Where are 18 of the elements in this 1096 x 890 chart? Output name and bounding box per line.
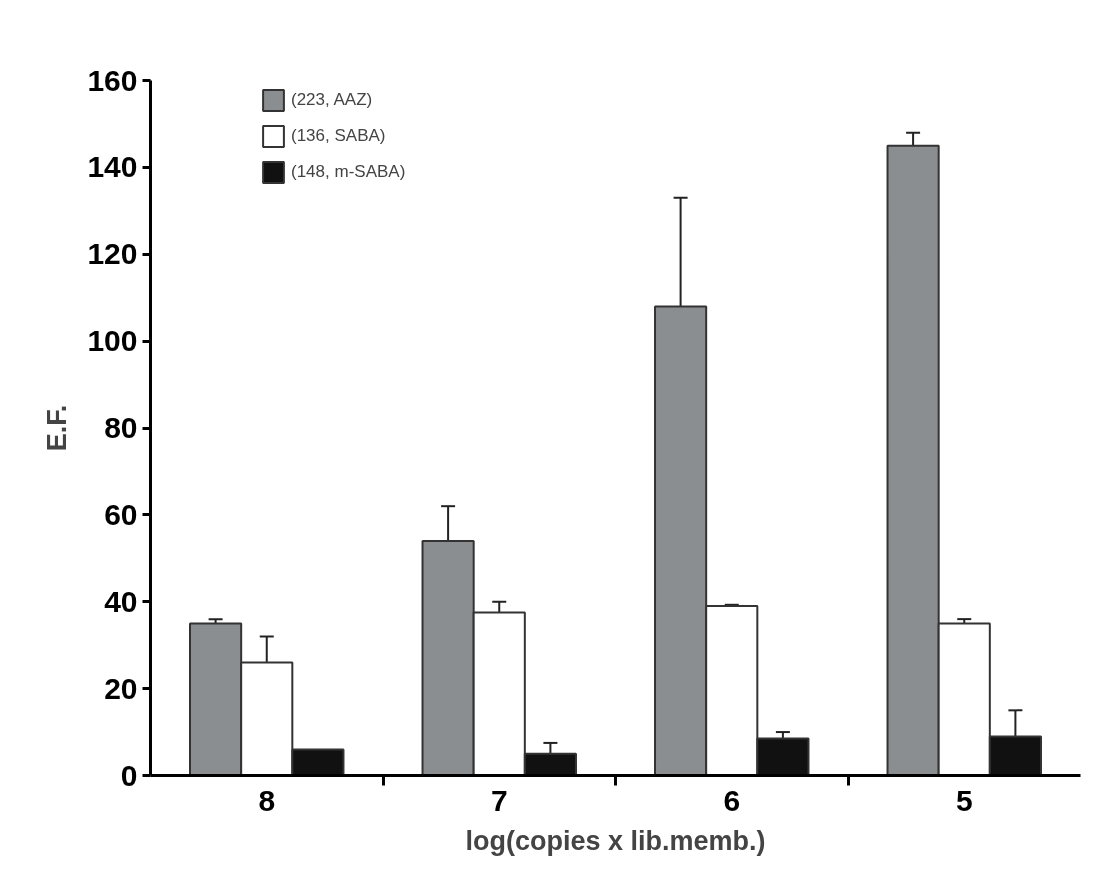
x-tick-label: 6 [723, 783, 741, 817]
legend-label: (136, SABA) [291, 126, 386, 146]
y-tick-label: 160 [87, 63, 138, 97]
y-tick-label: 60 [104, 497, 138, 531]
y-tick-label: 120 [87, 237, 138, 271]
y-axis-title: E.F. [42, 404, 73, 452]
x-tick-label: 7 [490, 783, 508, 817]
x-tick-label: 5 [955, 783, 973, 817]
y-tick-label: 20 [104, 671, 138, 705]
legend-label: (223, AAZ) [291, 90, 373, 110]
y-tick-label: 40 [104, 584, 138, 618]
x-axis-title: log(copies x lib.memb.) [465, 825, 766, 856]
y-tick-label: 100 [87, 324, 138, 358]
y-tick-label: 0 [120, 758, 138, 792]
y-tick-label: 140 [87, 150, 138, 184]
y-tick-label: 80 [104, 411, 138, 444]
x-tick-label: 8 [258, 783, 276, 817]
legend-label: (148, m-SABA) [291, 162, 406, 182]
